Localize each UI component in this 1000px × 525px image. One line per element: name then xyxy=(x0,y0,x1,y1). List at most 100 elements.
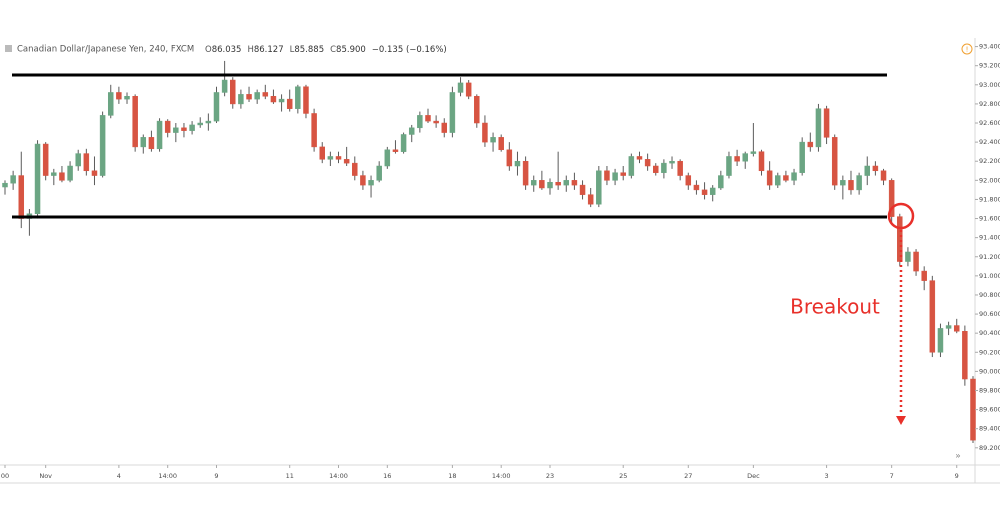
candle-body xyxy=(799,141,805,173)
candle-body xyxy=(970,378,976,441)
candle-body xyxy=(579,184,586,195)
candle-body xyxy=(628,156,635,176)
x-tick-label: 18 xyxy=(448,472,456,480)
y-tick-label: 92.800 xyxy=(979,100,1000,108)
candle-body xyxy=(457,82,464,93)
candle-body xyxy=(449,92,456,133)
candle-body xyxy=(384,149,391,167)
candle-body xyxy=(783,175,789,181)
x-tick-label: 4 xyxy=(117,472,121,480)
candle-body xyxy=(742,153,748,162)
x-tick-label: 11 xyxy=(286,472,294,480)
candle-body xyxy=(945,325,952,329)
candle-body xyxy=(685,175,692,186)
x-tick-label: 00 xyxy=(1,472,9,480)
candle-body xyxy=(83,153,90,172)
candle-body xyxy=(278,98,285,103)
candle-body xyxy=(807,141,814,148)
x-tick-label: 3 xyxy=(825,472,829,480)
legend-key: L xyxy=(290,45,295,55)
candle-body xyxy=(750,151,757,154)
candle-body xyxy=(238,94,244,105)
x-tick-label: Nov xyxy=(39,472,52,480)
y-tick-label: 91.400 xyxy=(979,234,1000,242)
candle-body xyxy=(596,170,602,205)
y-tick-label: 91.600 xyxy=(979,215,1000,223)
symbol-icon[interactable] xyxy=(5,45,12,52)
candle-body xyxy=(506,149,513,167)
candle-body xyxy=(360,175,366,186)
candle-body xyxy=(34,143,41,215)
candle-body xyxy=(327,156,334,160)
candle-body xyxy=(262,92,269,97)
candle-body xyxy=(913,251,919,272)
candle-body xyxy=(620,172,626,176)
x-tick-label: 27 xyxy=(684,472,692,480)
candle-body xyxy=(75,153,81,167)
candle-body xyxy=(10,175,16,184)
candle-body xyxy=(587,194,594,205)
candle-body xyxy=(555,181,561,186)
legend-key: H xyxy=(247,45,253,55)
chart-title: Canadian Dollar/Japanese Yen, 240, FXCM xyxy=(17,45,194,55)
candle-body xyxy=(653,165,659,173)
y-tick-label: 91.200 xyxy=(979,253,1000,261)
candle-body xyxy=(417,115,423,129)
candle-body xyxy=(758,151,765,172)
y-tick-label: 89.400 xyxy=(979,425,1000,433)
candle-body xyxy=(303,86,309,114)
y-tick-label: 89.200 xyxy=(979,444,1000,452)
candle-body xyxy=(164,120,171,133)
candle-body xyxy=(59,172,65,181)
candle-body xyxy=(181,127,187,131)
candle-body xyxy=(433,120,439,124)
candle-body xyxy=(856,175,862,191)
candle-body xyxy=(51,172,57,176)
breakout-circle xyxy=(887,202,915,230)
y-tick-label: 92.000 xyxy=(979,176,1000,184)
candle-body xyxy=(286,98,293,109)
candle-body xyxy=(677,160,683,176)
candle-body xyxy=(441,122,448,133)
y-tick-label: 89.600 xyxy=(979,406,1000,414)
candle-body xyxy=(953,325,960,332)
y-tick-label: 89.800 xyxy=(979,386,1000,394)
y-tick-label: 92.200 xyxy=(979,157,1000,165)
candle-body xyxy=(205,120,212,124)
candle-body xyxy=(726,156,732,176)
candle-body xyxy=(880,170,887,181)
candle-body xyxy=(718,175,724,189)
candle-body xyxy=(929,280,936,353)
x-tick-label: 14:00 xyxy=(158,472,177,480)
candle-body xyxy=(563,180,570,186)
candle-body xyxy=(848,180,854,191)
candle-body xyxy=(530,180,537,186)
candle-body xyxy=(124,96,130,100)
candle-body xyxy=(547,181,553,189)
y-tick-label: 91.800 xyxy=(979,195,1000,203)
y-tick-label: 93.000 xyxy=(979,81,1000,89)
y-tick-label: 91.000 xyxy=(979,272,1000,280)
candle-body xyxy=(221,79,228,93)
candle-body xyxy=(775,175,781,186)
candle-body xyxy=(604,170,610,181)
candle-body xyxy=(230,79,236,105)
candle-body xyxy=(612,172,618,181)
candle-body xyxy=(189,124,195,131)
candle-body xyxy=(693,184,700,191)
candle-body xyxy=(636,156,643,160)
legend-value: 85.885 xyxy=(294,45,324,55)
candle-body xyxy=(107,92,114,116)
candle-body xyxy=(425,115,431,122)
candle-body xyxy=(343,159,350,164)
y-tick-label: 92.400 xyxy=(979,138,1000,146)
candle-body xyxy=(148,137,155,150)
scroll-button[interactable]: » xyxy=(955,452,961,462)
x-tick-label: 9 xyxy=(214,472,218,480)
candle-body xyxy=(116,92,122,100)
alert-icon[interactable] xyxy=(961,43,973,55)
candle-body xyxy=(173,127,179,133)
candle-body xyxy=(99,115,106,176)
